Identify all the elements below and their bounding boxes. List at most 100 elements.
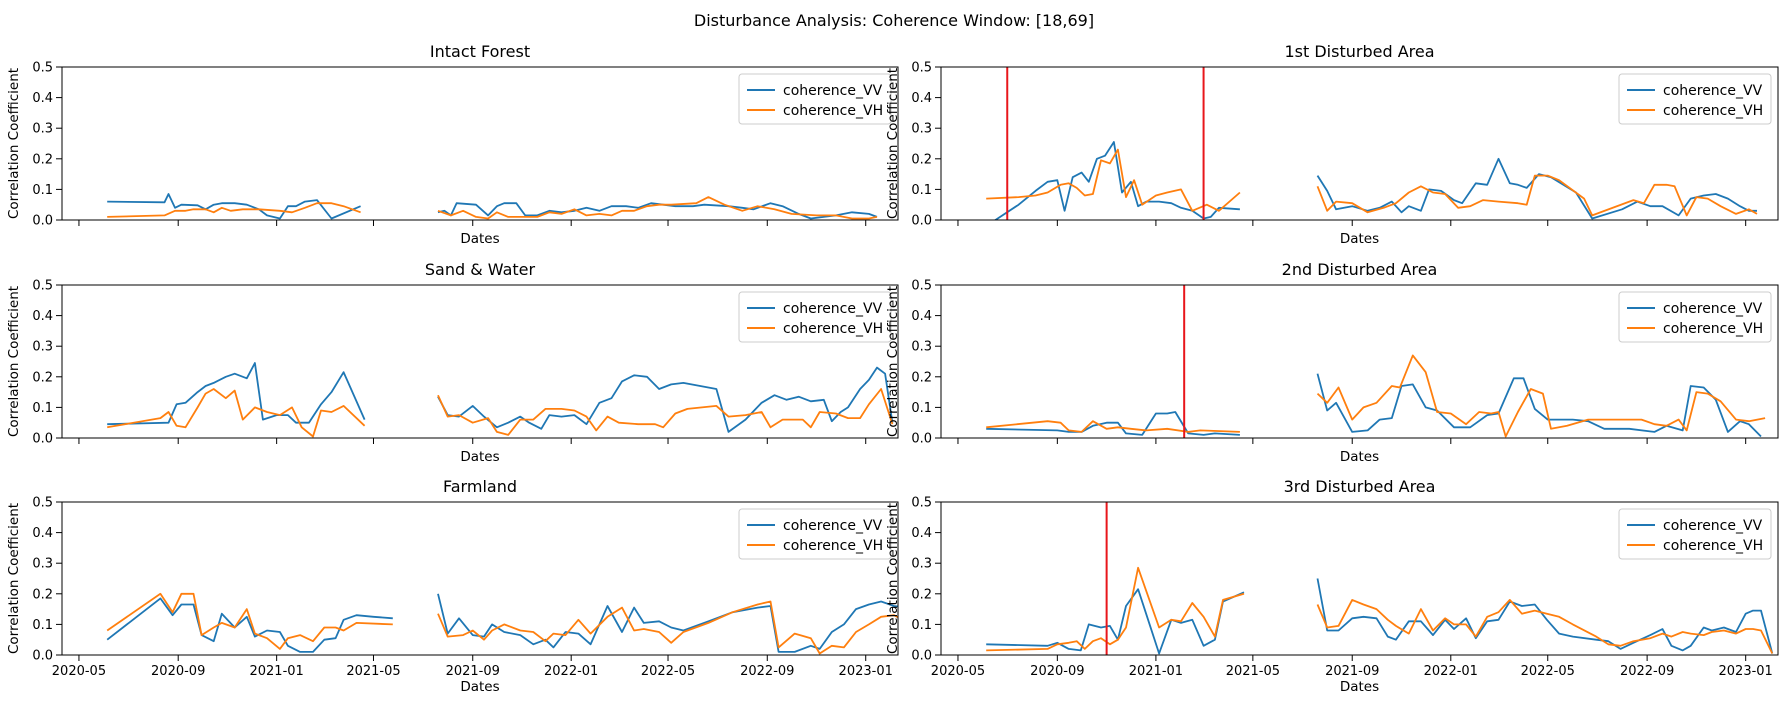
chart-1-plot-area [107,193,878,220]
chart-6-plot-area [986,566,1774,655]
chart-5-ylabel: Correlation Coefficient [6,503,22,654]
chart-5: Farmland 0.0 0.1 0.2 0.3 0.4 0.5 2020-05 2020-09… [6,477,899,695]
chart-5-xtick-label: 2021-09 [446,664,500,679]
chart-5-legend: coherence_VV coherence_VH [738,508,892,560]
chart-6-xtick-label: 2022-09 [1620,664,1674,679]
chart-2-xlabel: Dates [1340,231,1379,247]
chart-3-frame [61,284,899,439]
chart-4-title: 2nd Disturbed Area [1282,260,1438,279]
chart-4-legend-label-coherence-vh: coherence_VH [1663,321,1763,337]
chart-5-ytick-label: 0.2 [32,587,53,602]
chart-3-title: Sand & Water [425,260,536,279]
chart-4-plot-area [986,354,1766,438]
chart-6-xtick-label: 2020-05 [931,664,985,679]
chart-5-xtick-label: 2021-05 [346,664,400,679]
chart-6-ytick-label: 0.5 [911,496,932,511]
chart-4-frame [940,284,1779,439]
chart-5-legend-label-coherence-vv: coherence_VV [783,518,883,534]
chart-3-legend-label-coherence-vv: coherence_VV [783,301,883,317]
chart-3-ytick-label: 0.1 [32,401,53,416]
chart-5-series-coherence-vh [106,592,393,650]
chart-3-plot-area [107,362,894,438]
chart-2-legend-box [1618,73,1772,125]
chart-5-plot-area [106,592,898,655]
chart-3-ytick-label: 0.2 [32,370,53,385]
chart-2-ytick-label: 0.0 [911,214,932,229]
chart-5-xtick-label: 2022-09 [740,664,794,679]
chart-2-ytick-label: 0.3 [911,122,932,137]
chart-3-ylabel: Correlation Coefficient [6,286,22,437]
chart-4-legend: coherence_VV coherence_VH [1618,291,1772,343]
chart-5-legend-label-coherence-vh: coherence_VH [783,538,883,554]
chart-4-ytick-label: 0.4 [911,309,932,324]
chart-3-series-coherence-vh [107,388,366,438]
chart-5-ytick-label: 0.3 [32,557,53,572]
chart-6-xtick-label: 2022-01 [1424,664,1478,679]
chart-2-ylabel: Correlation Coefficient [885,68,901,219]
subplots-grid: Intact Forest 0.0 0.1 0.2 0.3 0.4 0.5 Dates Corr… [6,42,1779,695]
chart-4-series-coherence-vv [1316,373,1762,438]
chart-2-legend-label-coherence-vv: coherence_VV [1663,83,1763,99]
chart-4-ytick-label: 0.5 [911,279,932,294]
chart-1-legend-box [738,73,892,125]
chart-6-xlabel: Dates [1340,679,1379,695]
chart-3-legend-box [738,291,892,343]
chart-5-ytick-label: 0.0 [32,649,53,664]
chart-1-ytick-label: 0.0 [32,214,53,229]
chart-5-legend-box [738,508,892,560]
chart-6-series-coherence-vh [1316,599,1774,654]
chart-5-frame [61,501,899,656]
chart-6-xtick-label: 2023-01 [1719,664,1773,679]
chart-6-xtick-label: 2020-09 [1030,664,1084,679]
chart-2-series-coherence-vv [1316,157,1757,220]
chart-3-ytick-label: 0.0 [32,432,53,447]
chart-6-ytick-label: 0.4 [911,526,932,541]
chart-1-series-coherence-vv [107,193,361,220]
chart-1-ylabel: Correlation Coefficient [6,68,22,219]
chart-6-xtick-label: 2021-01 [1129,664,1183,679]
chart-4-ylabel: Correlation Coefficient [885,286,901,437]
chart-6-ytick-label: 0.1 [911,618,932,633]
chart-6-legend-label-coherence-vh: coherence_VH [1663,538,1763,554]
chart-5-ytick-label: 0.4 [32,526,53,541]
chart-4-xlabel: Dates [1340,449,1379,465]
chart-6-legend-box [1618,508,1772,560]
chart-2-legend-label-coherence-vh: coherence_VH [1663,103,1763,119]
figure-suptitle: Disturbance Analysis: Coherence Window: … [694,11,1094,30]
chart-6-title: 3rd Disturbed Area [1284,477,1436,496]
chart-3: Sand & Water 0.0 0.1 0.2 0.3 0.4 0.5 Dates Corre… [6,260,899,465]
chart-2-series-coherence-vh [986,148,1241,212]
chart-2-ytick-label: 0.5 [911,61,932,76]
chart-6-frame [940,501,1779,656]
chart-1-legend-label-coherence-vv: coherence_VV [783,83,883,99]
chart-5-series-coherence-vv [106,597,393,653]
chart-6-ytick-label: 0.3 [911,557,932,572]
chart-1-ytick-label: 0.2 [32,152,53,167]
chart-4: 2nd Disturbed Area 0.0 0.1 0.2 0.3 0.4 0.5 Date… [885,260,1779,465]
chart-3-series-coherence-vv [437,366,894,433]
chart-1-series-coherence-vh [107,202,361,218]
chart-6-xtick-label: 2022-05 [1521,664,1575,679]
chart-2-legend: coherence_VV coherence_VH [1618,73,1772,125]
chart-3-legend-label-coherence-vh: coherence_VH [783,321,883,337]
chart-2-ytick-label: 0.4 [911,91,932,106]
chart-6: 3rd Disturbed Area 0.0 0.1 0.2 0.3 0.4 0.5 2020… [885,477,1779,695]
chart-3-xlabel: Dates [460,449,499,465]
chart-5-xtick-label: 2022-01 [544,664,598,679]
chart-2-series-coherence-vv [993,141,1240,220]
chart-1-frame [61,66,899,221]
chart-6-series-coherence-vh [986,566,1245,652]
chart-5-series-coherence-vh [437,600,898,655]
chart-1-ytick-label: 0.1 [32,183,53,198]
chart-5-xtick-label: 2020-05 [52,664,106,679]
chart-5-xtick-label: 2022-05 [641,664,695,679]
chart-6-xtick-label: 2021-09 [1325,664,1379,679]
chart-4-ytick-label: 0.3 [911,340,932,355]
chart-6-legend-label-coherence-vv: coherence_VV [1663,518,1763,534]
chart-5-series-coherence-vv [437,593,898,653]
chart-2: 1st Disturbed Area 0.0 0.1 0.2 0.3 0.4 0.5 Date… [885,42,1779,247]
chart-1-ytick-label: 0.3 [32,122,53,137]
chart-1: Intact Forest 0.0 0.1 0.2 0.3 0.4 0.5 Dates Corr… [6,42,899,247]
chart-1-ytick-label: 0.4 [32,91,53,106]
